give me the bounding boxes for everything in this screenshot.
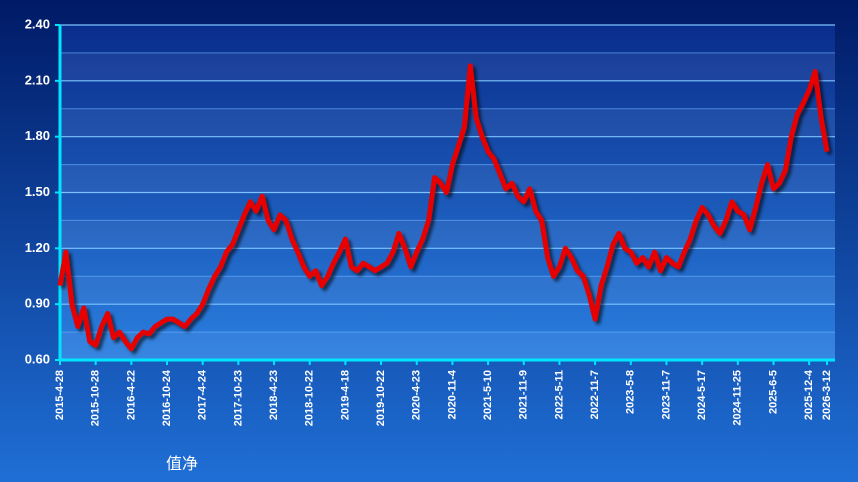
y-tick-label: 2.40 <box>25 16 50 31</box>
x-tick-label: 2018-4-23 <box>268 370 280 420</box>
x-tick-label: 2019-4-18 <box>339 370 351 420</box>
x-tick-label: 2025-12-4 <box>803 369 815 420</box>
x-tick-label: 2021-5-10 <box>482 370 494 420</box>
x-tick-label: 2017-10-23 <box>232 370 244 426</box>
y-tick-label: 1.80 <box>25 128 50 143</box>
x-tick-label: 2023-11-7 <box>660 370 672 420</box>
data-line <box>57 63 830 352</box>
grid-band <box>60 332 835 360</box>
x-tick-label: 2022-11-7 <box>589 370 601 420</box>
x-tick-label: 2026-3-12 <box>821 370 833 420</box>
x-tick-label: 2016-4-22 <box>125 370 137 420</box>
x-tick-label: 2017-4-24 <box>197 369 209 420</box>
grid-band <box>60 276 835 305</box>
x-tick-label: 2022-5-11 <box>553 370 565 420</box>
x-tick-label: 2020-11-4 <box>446 369 458 419</box>
x-tick-label: 2023-5-8 <box>625 370 637 414</box>
x-tick-label: 2015-4-28 <box>54 370 66 420</box>
y-tick-label: 0.90 <box>25 296 50 311</box>
y-tick-label: 0.60 <box>25 351 50 366</box>
x-tick-label: 2025-6-5 <box>767 370 779 414</box>
x-tick-label: 2021-11-9 <box>518 370 530 420</box>
x-tick-label: 2015-10-28 <box>90 370 102 426</box>
y-tick-label: 1.50 <box>25 184 50 199</box>
y-tick-label: 1.20 <box>25 240 50 255</box>
grid-band <box>60 220 835 249</box>
x-tick-label: 2024-11-25 <box>732 370 744 426</box>
x-tick-label: 2024-5-17 <box>696 370 708 420</box>
x-tick-label: 2019-10-22 <box>375 370 387 426</box>
y-tick-label: 2.10 <box>25 72 50 87</box>
grid-band <box>60 108 835 137</box>
grid-band <box>60 52 835 81</box>
x-tick-label: 2016-10-24 <box>161 369 173 426</box>
x-tick-label: 2020-4-23 <box>411 370 423 420</box>
x-tick-label: 2018-10-22 <box>304 370 316 426</box>
legend-label: 值净 <box>166 455 198 473</box>
